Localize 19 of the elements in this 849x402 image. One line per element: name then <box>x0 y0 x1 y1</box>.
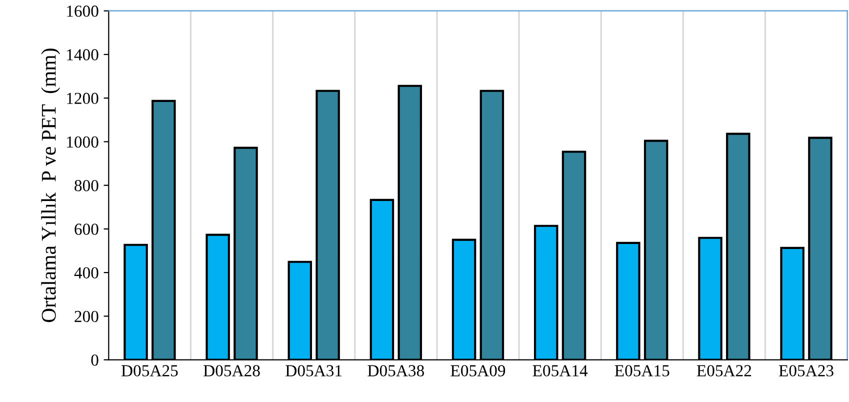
x-tick-label: E05A23 <box>778 365 834 376</box>
x-tick-label: E05A22 <box>696 365 752 376</box>
y-tick-label: 800 <box>74 180 98 192</box>
y-axis-title: Ortalama Yıllık P ve PET (mm) <box>41 48 60 322</box>
y-tick-label: 400 <box>74 267 98 279</box>
x-tick-label: E05A15 <box>614 365 670 376</box>
y-tick-label: 1600 <box>67 6 98 17</box>
x-tick-label: D05A38 <box>368 365 424 376</box>
y-tick-label: 1400 <box>67 49 98 60</box>
y-tick-label: 1000 <box>67 136 98 148</box>
x-tick-label: E05A09 <box>450 365 506 376</box>
x-tick-label: D05A31 <box>286 365 342 376</box>
x-tick-label: E05A14 <box>532 365 588 376</box>
y-tick-label: 200 <box>74 310 98 322</box>
y-tick-label: 1200 <box>67 92 98 104</box>
y-tick-label: 600 <box>74 224 98 235</box>
y-tick-label: 0 <box>91 354 98 366</box>
x-tick-label: D05A28 <box>204 365 260 376</box>
x-tick-label: D05A25 <box>121 365 178 376</box>
